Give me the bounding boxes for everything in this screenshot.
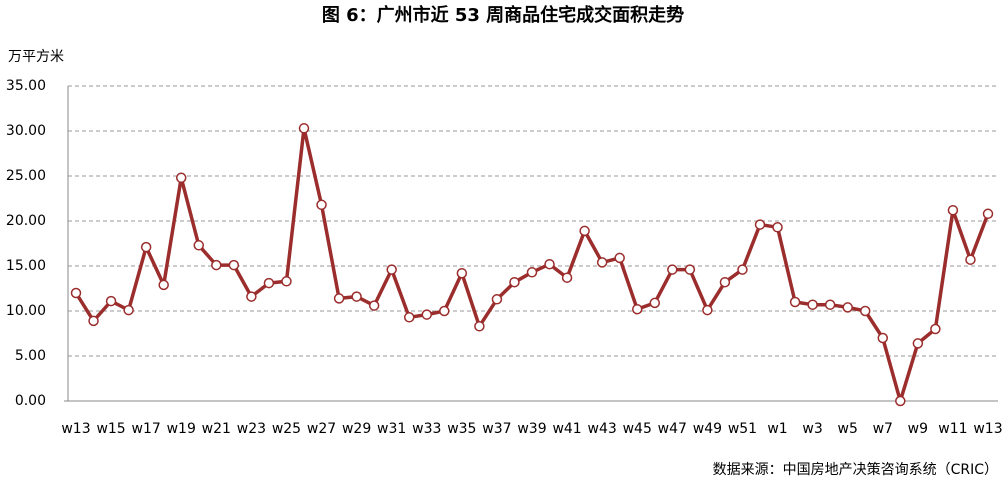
data-point [596,257,608,268]
data-point [579,225,590,237]
x-tick-label: w19 [167,421,196,437]
x-tick-label: w31 [377,421,406,437]
data-point [877,332,889,344]
x-tick-label: w23 [237,421,266,437]
data-point [737,264,748,275]
data-point [263,277,275,289]
data-point [140,241,152,253]
x-tick-label: w49 [693,421,722,437]
data-point [772,222,783,233]
data-point [667,264,678,275]
data-point [965,254,976,265]
data-point [684,264,696,275]
data-point [246,291,257,302]
x-tick-label: w33 [412,421,441,437]
data-point [912,338,924,349]
data-point [824,299,836,310]
x-tick-label: w41 [552,421,581,437]
data-point [123,304,134,316]
data-point [859,305,871,317]
data-point [895,395,906,407]
data-point [649,297,661,309]
data-point [368,300,380,311]
x-tick-label: w47 [658,421,687,437]
data-point [561,272,573,283]
data-point [439,305,450,317]
y-tick-label: 0.00 [15,393,46,409]
data-point [474,321,485,332]
data-point [491,294,503,305]
x-tick-label: w3 [802,421,822,437]
x-tick-label: w13 [973,421,1002,437]
x-tick-label: w39 [517,421,546,437]
data-point [88,315,99,327]
data-point [333,293,345,304]
data-point [403,312,415,323]
data-point [947,204,959,216]
x-tick-label: w35 [447,421,476,437]
x-tick-label: w5 [838,421,858,437]
data-point [158,279,169,291]
data-point [807,299,818,310]
data-point [930,323,941,335]
data-point [982,208,994,220]
data-point [544,258,555,270]
data-point [842,302,853,313]
chart-title: 图 6：广州市近 53 周商品住宅成交面积走势 [322,4,684,26]
data-point [754,219,766,230]
y-tick-label: 10.00 [6,303,46,319]
x-tick-label: w9 [908,421,928,437]
x-tick-label: w37 [482,421,511,437]
x-tick-label: w15 [96,421,125,437]
data-point [702,304,713,316]
x-tick-label: w45 [623,421,652,437]
data-point [193,240,205,251]
x-tick-label: w11 [938,421,967,437]
x-tick-label: w43 [588,421,617,437]
data-point [228,259,240,271]
data-point [789,296,801,308]
x-tick-label: w27 [307,421,336,437]
data-point [298,123,310,134]
data-point [175,172,187,184]
y-axis-label: 万平方米 [8,49,64,65]
data-point [211,259,222,271]
data-point [631,303,643,315]
data-point [456,267,468,279]
y-tick-label: 20.00 [6,213,46,229]
y-tick-label: 30.00 [6,123,46,139]
x-tick-label: w17 [132,421,161,437]
data-point [614,252,625,264]
data-point [421,309,433,320]
data-point [70,287,82,299]
y-tick-label: 25.00 [6,168,46,184]
data-point [526,267,538,278]
y-tick-label: 35.00 [6,78,46,94]
data-point [105,295,117,307]
x-tick-label: w13 [61,421,90,437]
data-point [351,291,362,302]
x-tick-label: w21 [202,421,231,437]
data-point [316,199,327,211]
y-tick-label: 5.00 [15,348,46,364]
x-tick-label: w25 [272,421,301,437]
data-point [386,264,397,275]
x-tick-label: w51 [728,421,757,437]
y-tick-label: 15.00 [6,258,46,274]
data-point [719,276,731,288]
x-tick-label: w1 [767,421,787,437]
data-point [281,276,292,287]
x-tick-label: w7 [873,421,893,437]
x-tick-label: w29 [342,421,371,437]
source-note: 数据来源：中国房地产决策咨询系统（CRIC） [713,461,998,478]
data-point [509,276,520,288]
